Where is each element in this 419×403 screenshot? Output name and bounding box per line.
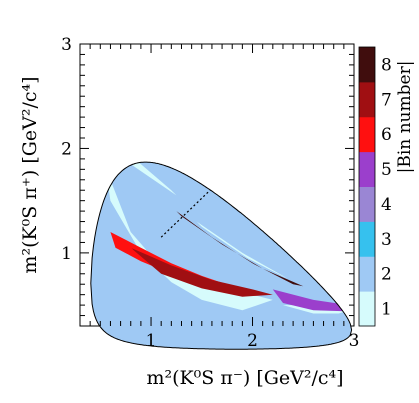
colorbar-tick-label: 2 <box>381 265 392 285</box>
bins-layer <box>90 60 352 350</box>
axes-layer: 1 2 3 1 2 3 <box>61 35 359 351</box>
bin-region-4 <box>161 117 247 154</box>
x-tick-label: 2 <box>247 331 258 351</box>
colorbar-swatch-6 <box>359 116 375 153</box>
bin-region-4 <box>298 205 324 253</box>
colorbar-tick-label: 5 <box>381 160 392 180</box>
colorbar-swatch-7 <box>359 81 375 118</box>
colorbar-swatch-8 <box>359 47 375 83</box>
colorbar-tick-label: 6 <box>381 125 392 145</box>
colorbar-swatch-1 <box>359 291 375 327</box>
kinematic-boundary <box>90 161 353 350</box>
colorbar-tick-label: 8 <box>381 55 392 75</box>
colorbar-swatch-3 <box>359 221 375 257</box>
colorbar-tick-label: 4 <box>381 195 392 215</box>
colorbar-swatch-2 <box>359 256 375 292</box>
bin-region-3 <box>151 101 247 143</box>
colorbar-tick-label: 1 <box>381 300 392 320</box>
y-tick-label: 1 <box>61 244 72 264</box>
boundary-layer <box>90 161 353 350</box>
bin-region-5 <box>272 289 349 312</box>
bin-region-7 <box>130 247 273 297</box>
bin-region-5 <box>90 60 112 107</box>
bin-region-7 <box>121 67 187 119</box>
bin-region-1 <box>110 162 177 196</box>
colorbar-frame <box>358 46 376 327</box>
bin-region-2 <box>92 162 349 306</box>
colorbar-tick-label: 7 <box>381 90 392 110</box>
colorbar: 1 2 3 4 5 6 7 8 <box>358 46 392 327</box>
colorbar-tick-label: 3 <box>381 230 392 250</box>
bin-region-6 <box>110 138 130 159</box>
x-axis-label: m²(K⁰S π⁻) [GeV²/c⁴] <box>146 367 343 389</box>
y-tick-label: 2 <box>61 139 72 159</box>
bin-region-6 <box>115 237 136 253</box>
x-tick-label: 1 <box>146 331 157 351</box>
y-tick-label: 3 <box>61 35 72 55</box>
colorbar-swatch-5 <box>359 151 375 187</box>
y-axis-label: m²(K⁰S π⁺) [GeV²/c⁴] <box>19 76 41 273</box>
x-tick-label: 3 <box>349 331 360 351</box>
colorbar-title: |Bin number| <box>395 61 415 174</box>
colorbar-swatch-4 <box>359 186 375 222</box>
